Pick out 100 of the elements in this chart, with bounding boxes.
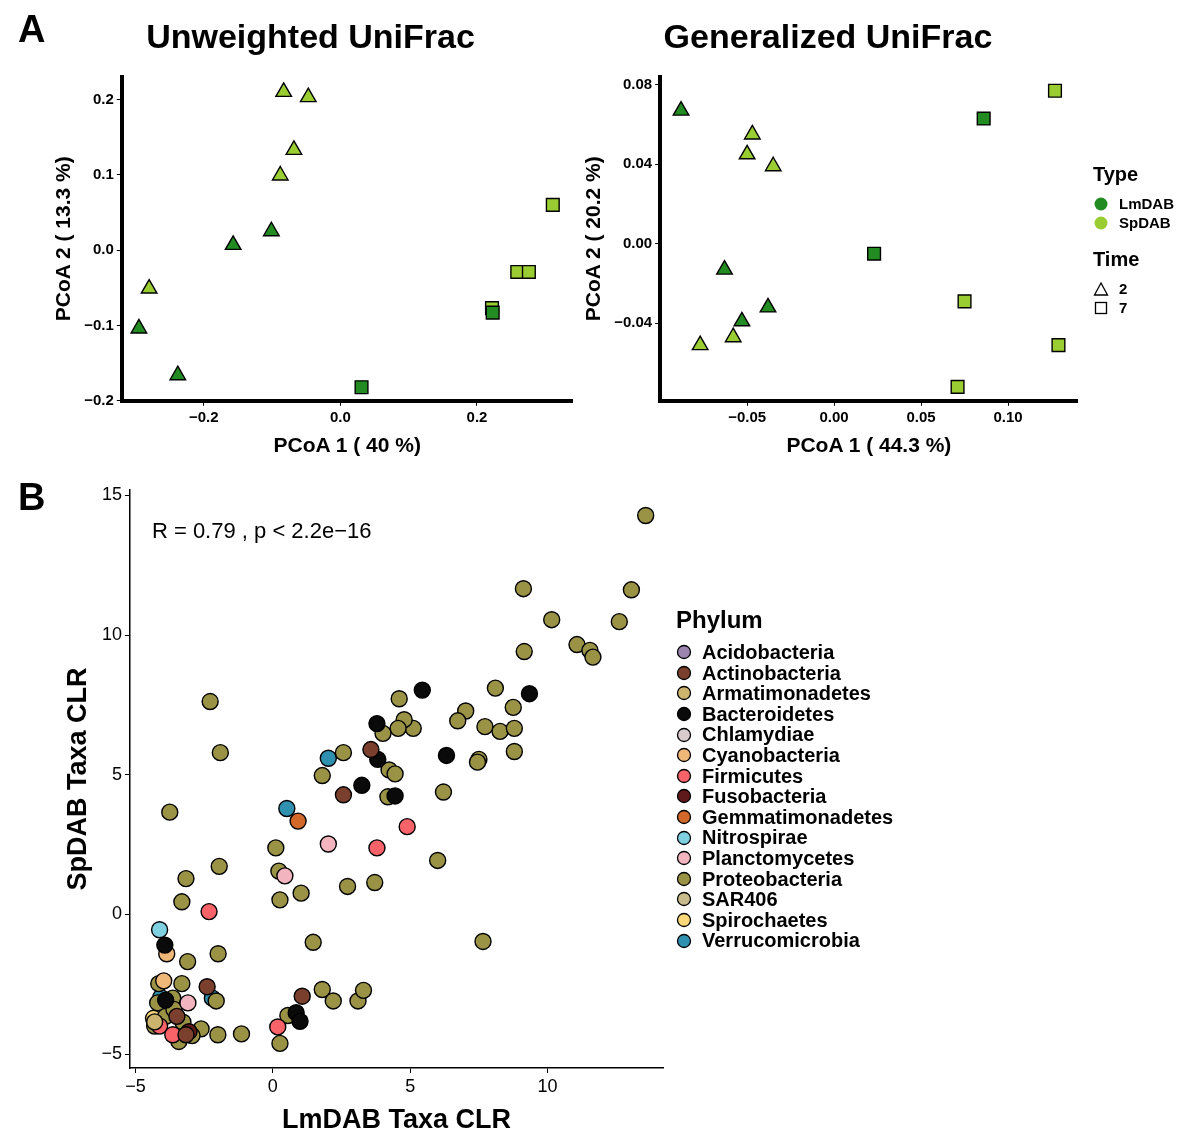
y-tick-label: 0.08 xyxy=(622,74,653,92)
point xyxy=(957,294,972,309)
point xyxy=(293,987,311,1005)
point xyxy=(150,921,169,939)
text: Time xyxy=(1093,248,1141,271)
legend-label: SAR406 xyxy=(702,888,778,911)
y-axis-title: PCoA 2 ( 13.3 %) xyxy=(51,156,75,322)
annotation: R = 0.79 , p < 2.2e−16 xyxy=(151,517,372,543)
point xyxy=(950,379,965,394)
point xyxy=(299,87,317,103)
point xyxy=(759,297,777,313)
x-axis-title: PCoA 1 ( 44.3 %) xyxy=(786,433,952,457)
legend-label: Bacteroidetes xyxy=(702,702,835,725)
legend-label: LmDAB xyxy=(1119,194,1174,213)
y-axis-title: SpDAB Taxa CLR xyxy=(61,667,92,891)
legend-label: Armatimonadetes xyxy=(702,682,871,705)
point xyxy=(485,305,500,320)
legend-label: Spirochaetes xyxy=(702,908,828,931)
text: 2 xyxy=(1119,279,1128,298)
point xyxy=(521,264,536,280)
x-tick-label: −0.2 xyxy=(188,407,219,425)
x-tick-label: 0.10 xyxy=(993,407,1023,425)
text: A xyxy=(18,8,46,51)
point xyxy=(1051,338,1066,353)
point xyxy=(413,681,431,699)
point xyxy=(179,994,197,1012)
x-tick-label: 0.05 xyxy=(906,407,936,425)
x-tick-label: −5 xyxy=(125,1075,146,1096)
x-tick-label: 5 xyxy=(405,1075,416,1096)
y-tick-label: 0.2 xyxy=(92,89,114,107)
legend-label: SpDAB xyxy=(1119,213,1171,232)
point xyxy=(289,812,307,830)
legend-label: Acidobacteria xyxy=(702,641,835,663)
y-tick-label: 0.0 xyxy=(92,240,114,258)
point xyxy=(867,246,882,261)
legend-label: Gemmatimonadetes xyxy=(702,805,894,828)
point xyxy=(386,787,404,805)
point xyxy=(319,749,338,767)
x-tick-label: 10 xyxy=(537,1075,558,1096)
point xyxy=(276,867,294,885)
point xyxy=(262,221,280,237)
point xyxy=(764,156,782,172)
legend-title: Type xyxy=(1093,163,1140,186)
text: 7 xyxy=(1119,298,1128,317)
point xyxy=(716,259,734,275)
point xyxy=(545,197,560,212)
x-tick-label: 0.2 xyxy=(466,407,488,425)
point xyxy=(319,835,338,853)
x-axis-title: LmDAB Taxa CLR xyxy=(281,1104,511,1135)
point xyxy=(224,235,242,251)
y-tick-label: −0.04 xyxy=(614,313,653,331)
y-tick-label: 15 xyxy=(101,484,122,505)
point xyxy=(691,335,709,351)
y-tick-label: −5 xyxy=(101,1043,122,1063)
point xyxy=(733,311,751,327)
point xyxy=(140,278,158,294)
point xyxy=(353,776,371,795)
point xyxy=(743,124,761,140)
x-tick-label: 0.0 xyxy=(329,407,351,425)
point xyxy=(278,799,296,818)
x-tick-label: 0.00 xyxy=(819,407,849,425)
y-tick-label: 10 xyxy=(101,624,122,645)
point xyxy=(362,740,380,759)
point xyxy=(368,714,386,733)
chart-title: Generalized UniFrac xyxy=(663,16,993,55)
point xyxy=(672,100,690,116)
y-tick-label: 0.00 xyxy=(622,233,653,251)
text: B xyxy=(18,476,46,519)
y-tick-label: −0.1 xyxy=(84,315,114,333)
y-tick-label: 0 xyxy=(111,903,122,924)
legend-label: Fusobacteria xyxy=(702,785,827,808)
point xyxy=(724,327,742,343)
point xyxy=(156,936,174,954)
point xyxy=(334,786,353,804)
point xyxy=(200,902,218,921)
point xyxy=(155,972,173,990)
x-tick-label: −0.05 xyxy=(728,407,767,425)
y-axis-title: PCoA 2 ( 20.2 %) xyxy=(581,156,605,322)
point xyxy=(275,82,293,98)
point xyxy=(271,165,289,181)
legend-label: Chlamydiae xyxy=(702,723,815,746)
point xyxy=(156,991,175,1009)
x-tick-label: 0 xyxy=(267,1075,278,1096)
chart-title: Unweighted UniFrac xyxy=(146,16,475,55)
legend-label: Nitrospirae xyxy=(702,826,808,849)
y-tick-label: −0.2 xyxy=(84,390,114,408)
y-tick-label: 5 xyxy=(111,763,122,784)
point xyxy=(368,839,386,857)
point xyxy=(168,1007,186,1026)
point xyxy=(738,144,756,160)
y-tick-label: 0.04 xyxy=(622,154,653,172)
point xyxy=(437,746,456,765)
x-axis-title: PCoA 1 ( 40 %) xyxy=(273,433,421,457)
legend-label: Actinobacteria xyxy=(702,661,841,684)
point xyxy=(198,978,216,996)
y-tick-label: 0.1 xyxy=(92,164,114,182)
point xyxy=(291,1012,309,1031)
point xyxy=(398,817,416,836)
point xyxy=(285,140,303,156)
point xyxy=(520,685,539,703)
